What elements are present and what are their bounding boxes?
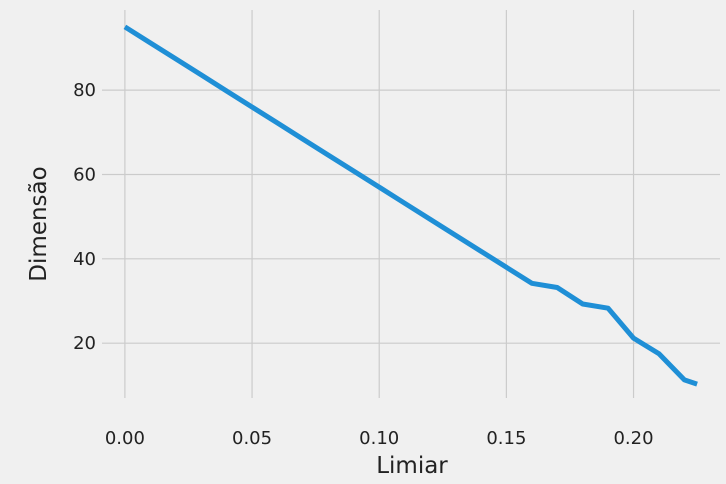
series-line-0 (123, 24, 698, 387)
y-axis-label: Dimensão (26, 166, 52, 281)
x-tick-label: 0.05 (232, 428, 272, 449)
x-tick-label: 0.20 (613, 428, 653, 449)
grid-lines (102, 10, 720, 398)
x-tick-label: 0.00 (105, 428, 145, 449)
y-tick-label: 60 (73, 164, 96, 185)
y-tick-label: 40 (73, 249, 96, 270)
x-tick-label: 0.15 (486, 428, 526, 449)
x-tick-label: 0.10 (359, 428, 399, 449)
series-layer (123, 24, 698, 387)
y-tick-label: 20 (73, 333, 96, 354)
y-tick-labels: 20 40 60 80 (73, 80, 96, 354)
y-tick-label: 80 (73, 80, 96, 101)
x-axis-label: Limiar (376, 453, 448, 479)
x-tick-labels: 0.00 0.05 0.10 0.15 0.20 (105, 428, 654, 449)
